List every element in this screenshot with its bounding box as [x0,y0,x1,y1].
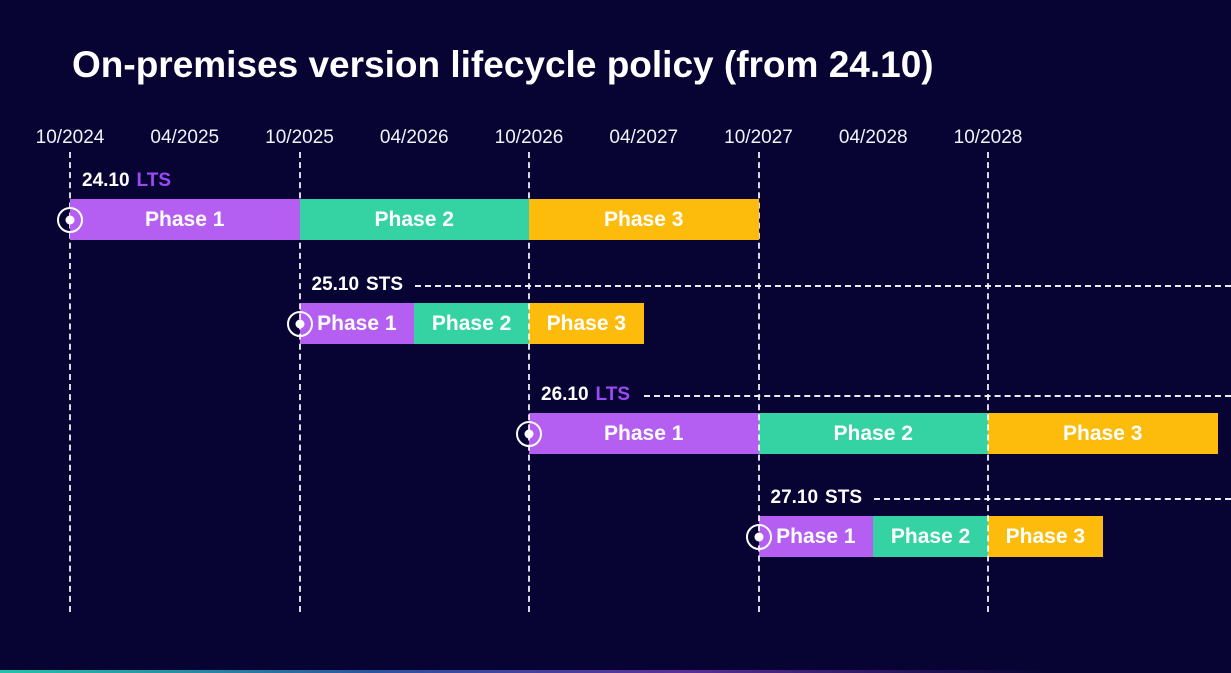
release-label: 27.10 STS [771,487,863,509]
phase-segment: Phase 3 [988,516,1103,557]
axis-tick-label: 04/2028 [838,127,908,148]
release-start-marker [516,420,542,447]
release-channel-badge: LTS [136,170,172,191]
axis-tick-label: 04/2026 [379,127,449,148]
release-label: 24.10 LTS [82,170,171,192]
release-start-marker [286,310,313,337]
leader-dashed-line [644,395,1231,397]
phase-segment: Phase 1 [758,516,874,557]
release-version: 27.10 [770,487,819,508]
vertical-gridline [69,152,71,612]
release-channel-badge: STS [366,274,403,295]
release-start-marker [745,523,772,550]
release-start-marker-dot [524,429,534,438]
leader-dashed-line [414,285,1231,287]
phase-segment: Phase 1 [299,303,415,344]
phase-segment: Phase 1 [529,413,759,454]
release-version: 24.10 [82,170,130,191]
release-channel-badge: LTS [595,384,631,405]
axis-tick-label: 10/2028 [953,127,1023,148]
phase-segment: Phase 2 [758,413,988,454]
axis-tick-label: 10/2026 [494,127,564,148]
page-title: On-premises version lifecycle policy (fr… [72,44,934,85]
phase-segment: Phase 2 [873,516,988,557]
axis-tick-label: 10/2027 [724,127,793,148]
release-start-marker-dot [754,532,763,541]
release-version: 25.10 [311,274,360,295]
phase-segment: Phase 3 [529,303,644,344]
leader-dashed-line [873,498,1231,500]
axis-tick-label: 04/2025 [150,127,220,148]
axis-tick-label: 10/2025 [265,127,334,148]
release-start-marker-dot [65,215,75,224]
vertical-gridline [987,152,989,612]
axis-tick-label: 04/2027 [609,127,679,148]
phase-segment: Phase 1 [70,199,300,240]
vertical-gridline [757,152,760,612]
phase-segment: Phase 3 [988,413,1218,454]
vertical-gridline [298,152,301,612]
axis-tick-label: 10/2024 [35,127,105,148]
release-version: 26.10 [541,384,589,405]
bottom-accent-strip [0,670,1231,673]
release-start-marker [57,206,83,233]
vertical-gridline [528,152,530,612]
release-channel-badge: STS [825,487,862,508]
phase-segment: Phase 3 [529,199,759,240]
release-label: 25.10 STS [312,274,404,296]
phase-segment: Phase 2 [299,199,529,240]
release-label: 26.10 LTS [541,384,630,406]
phase-segment: Phase 2 [414,303,529,344]
release-start-marker-dot [295,319,304,328]
